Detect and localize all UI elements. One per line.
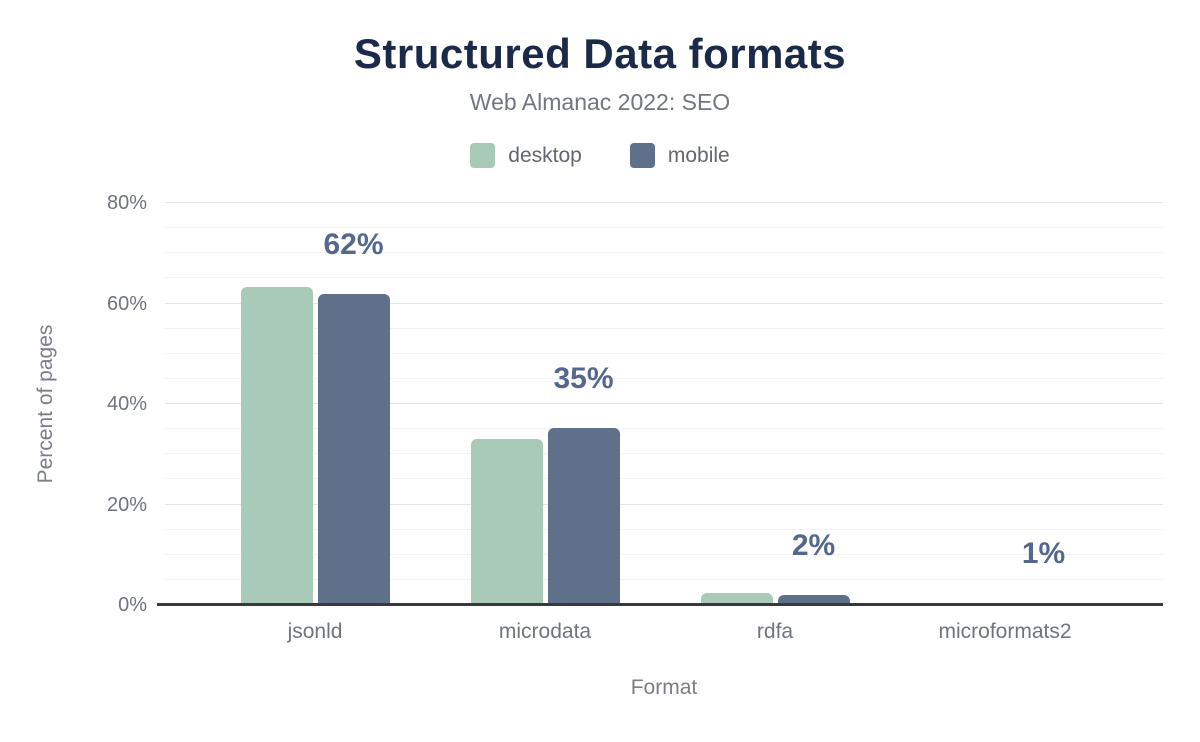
gridline — [165, 277, 1163, 279]
x-tick-label-microdata: microdata — [498, 620, 592, 643]
x-tick-label-jsonld: jsonld — [287, 620, 343, 643]
x-tick-label-microformats2: microformats2 — [938, 620, 1072, 643]
bar-mobile-microdata[interactable] — [547, 428, 620, 605]
gridline — [165, 327, 1163, 329]
y-tick-label: 60% — [106, 292, 147, 315]
gridline — [165, 352, 1163, 354]
legend-swatch-mobile — [629, 143, 655, 168]
gridline — [165, 302, 1163, 304]
gridline — [165, 528, 1163, 530]
gridline — [165, 227, 1163, 229]
gridline — [165, 428, 1163, 430]
bar-mobile-jsonld[interactable] — [317, 293, 390, 605]
gridline — [165, 553, 1163, 555]
y-tick-label: 80% — [106, 192, 147, 214]
gridline — [165, 503, 1163, 505]
chart-title: Structured Data formats — [353, 30, 847, 77]
legend: desktop mobile — [0, 143, 1200, 168]
value-label-microformats2: 1% — [1021, 536, 1066, 570]
gridline — [165, 403, 1163, 404]
gridline — [165, 578, 1163, 580]
value-label-jsonld: 62% — [323, 227, 384, 261]
gridline — [165, 252, 1163, 254]
legend-item-mobile[interactable]: mobile — [629, 143, 730, 168]
legend-swatch-desktop — [470, 143, 496, 168]
bar-mobile-rdfa[interactable] — [777, 595, 850, 605]
legend-label: mobile — [667, 143, 730, 167]
gridline — [165, 377, 1163, 379]
chart-subtitle: Web Almanac 2022: SEO — [469, 89, 731, 115]
plot-area: 62% 35% 2% 1% — [157, 202, 1163, 606]
gridline — [165, 478, 1163, 480]
x-tick-label-rdfa: rdfa — [756, 620, 794, 643]
bar-desktop-rdfa[interactable] — [700, 593, 773, 605]
gridline — [165, 453, 1163, 455]
bar-desktop-microdata[interactable] — [470, 439, 543, 605]
legend-item-desktop[interactable]: desktop — [470, 143, 582, 168]
y-tick-label: 0% — [118, 594, 147, 616]
x-axis-line — [157, 603, 1163, 606]
y-axis-ticks: 0% 20% 40% 60% 80% — [0, 0, 147, 742]
x-axis-title: Format — [630, 676, 698, 699]
legend-label: desktop — [508, 143, 582, 167]
value-label-rdfa: 2% — [791, 529, 836, 563]
value-label-microdata: 35% — [553, 362, 614, 396]
y-tick-label: 40% — [106, 393, 147, 415]
bar-desktop-jsonld[interactable] — [240, 286, 313, 605]
gridline — [165, 202, 1163, 203]
y-tick-label: 20% — [106, 493, 147, 516]
